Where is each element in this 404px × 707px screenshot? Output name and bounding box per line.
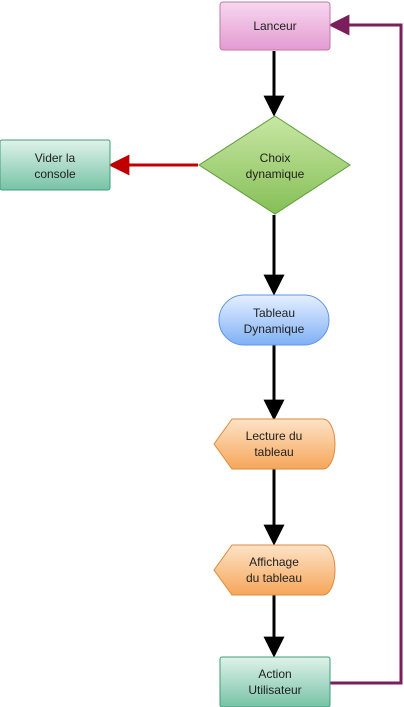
node-lecture-tableau-line1: Lecture du [246,429,303,443]
node-lanceur[interactable]: Lanceur [219,1,331,51]
node-lecture-tableau-line2: tableau [254,445,293,459]
node-choix-dynamique-line1: Choix [260,151,291,165]
node-tableau-dynamique-line1: Tableau [253,306,295,320]
node-affichage-tableau-line2: du tableau [246,571,302,585]
node-tableau-dynamique-line2: Dynamique [244,322,305,336]
node-vider-console-line1: Vider la [35,151,76,165]
node-action-utilisateur-line2: Utilisateur [248,683,301,697]
node-affichage-tableau[interactable]: Affichage du tableau [213,544,336,596]
node-tableau-dynamique[interactable]: Tableau Dynamique [218,294,330,346]
node-choix-dynamique-line2: dynamique [246,167,305,181]
node-lanceur-label: Lanceur [253,19,296,33]
node-lecture-tableau[interactable]: Lecture du tableau [213,418,336,470]
node-vider-console-line2: console [34,167,76,181]
node-affichage-tableau-line1: Affichage [249,555,299,569]
node-choix-dynamique[interactable]: Choix dynamique [198,115,351,215]
node-action-utilisateur-line1: Action [258,667,291,681]
arrow-action-loop-to-lanceur [328,14,403,685]
node-vider-console[interactable]: Vider la console [0,139,111,191]
node-action-utilisateur[interactable]: Action Utilisateur [219,656,331,707]
